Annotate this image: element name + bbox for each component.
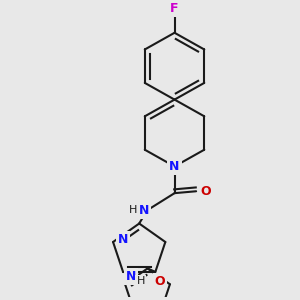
Text: F: F	[170, 2, 179, 15]
Text: N: N	[169, 160, 180, 173]
Text: H: H	[129, 205, 137, 215]
Text: N: N	[139, 204, 149, 217]
Text: O: O	[155, 275, 165, 288]
Text: N: N	[126, 270, 136, 283]
Text: N: N	[118, 232, 128, 246]
Text: H: H	[136, 276, 145, 286]
Text: O: O	[201, 185, 211, 198]
